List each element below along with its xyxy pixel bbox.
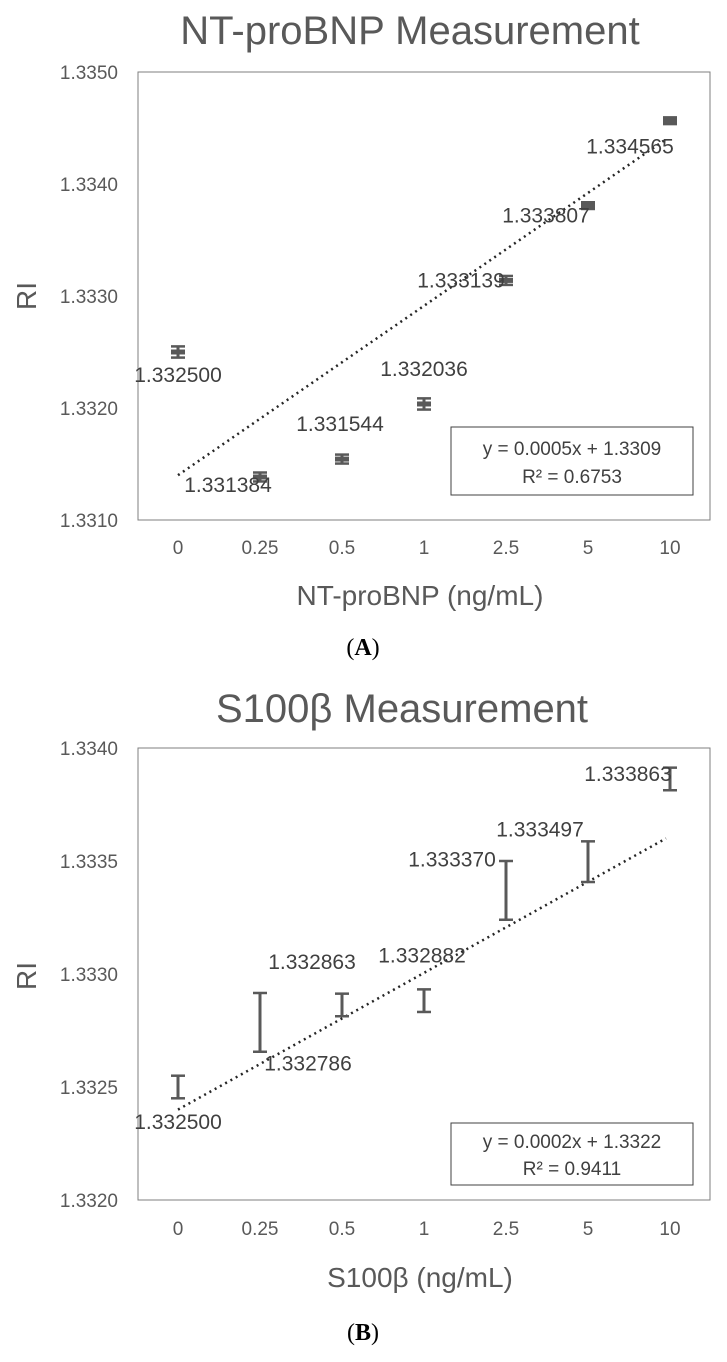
y-tick-label: 1.3340 [60,739,118,760]
y-tick-label: 1.3330 [60,965,118,986]
panel-label: (B) [347,1320,379,1346]
data-point [253,991,267,1053]
x-tick-label: 5 [583,1219,594,1240]
x-tick-label: 0.5 [329,1219,355,1240]
trendline-equation: y = 0.0002x + 1.3322 [483,1132,662,1153]
x-tick-labels: 0 0.25 0.5 1 2.5 5 10 [173,538,681,559]
data-point [171,1074,185,1100]
y-tick-label: 1.3350 [60,63,118,84]
y-axis-title: RI [11,962,42,990]
x-tick-label: 0 [173,538,184,559]
x-tick-label: 0.25 [242,1219,279,1240]
x-axis-title: S100β (ng/mL) [327,1262,513,1293]
x-tick-label: 2.5 [493,538,519,559]
y-tick-labels: 1.3310 1.3320 1.3330 1.3340 1.3350 [60,63,118,532]
panel-letter: A [354,635,372,661]
plot-area-frame [137,747,711,1201]
data-point [581,840,595,884]
data-label: 1.332863 [268,951,356,974]
trendline-r2: R² = 0.9411 [523,1159,621,1180]
x-tick-label: 2.5 [493,1219,519,1240]
data-point [581,201,595,211]
data-label: 1.331384 [184,474,272,497]
data-label: 1.333807 [502,205,590,228]
data-labels: 1.332500 1.332786 1.332863 1.332882 1.333370… [134,763,672,1134]
y-tick-label: 1.3330 [60,287,118,308]
y-tick-labels: 1.3320 1.3325 1.3330 1.3335 1.3340 [60,739,118,1212]
y-tick-label: 1.3320 [60,399,118,420]
data-point [171,345,185,359]
data-point [335,992,349,1018]
x-axis-title: NT-proBNP (ng/mL) [297,580,544,611]
x-tick-label: 10 [659,538,680,559]
data-point [417,397,431,411]
x-tick-label: 1 [419,538,430,559]
chart-s100b: S100β Measurement RI S100β (ng/mL) 1.332… [11,687,711,1346]
panel-letter: B [355,1320,371,1346]
y-tick-label: 1.3335 [60,852,118,873]
data-label: 1.332882 [378,945,466,968]
chart-nt-probnp: NT-proBNP Measurement RI NT-proBNP (ng/m… [11,9,711,661]
data-label: 1.331544 [296,413,384,436]
data-label: 1.332786 [264,1052,352,1075]
trendline-r2: R² = 0.6753 [522,467,622,488]
data-label: 1.332036 [380,358,468,381]
data-label: 1.333863 [584,763,672,786]
data-point [417,988,431,1014]
data-point [335,453,349,465]
data-label: 1.332500 [134,364,222,387]
chart-title: S100β Measurement [216,687,588,731]
x-tick-label: 10 [659,1219,680,1240]
trendline [177,138,667,477]
y-tick-label: 1.3325 [60,1078,118,1099]
data-point [663,116,677,126]
data-label: 1.332500 [134,1111,222,1134]
data-label: 1.333370 [408,848,496,871]
data-label: 1.333139 [417,269,505,292]
x-tick-labels: 0 0.25 0.5 1 2.5 5 10 [173,1219,681,1240]
y-tick-label: 1.3320 [60,1191,118,1212]
equation-box: y = 0.0002x + 1.3322 R² = 0.9411 [450,1122,694,1186]
panel-label: (A) [346,635,379,661]
trendline [177,837,667,1111]
x-tick-label: 0.25 [242,538,279,559]
equation-box: y = 0.0005x + 1.3309 R² = 0.6753 [450,426,694,496]
plot-area-frame [137,71,711,521]
y-axis-title: RI [11,282,42,310]
x-tick-label: 5 [583,538,594,559]
y-tick-label: 1.3340 [60,175,118,196]
x-tick-label: 1 [419,1219,430,1240]
x-tick-label: 0.5 [329,538,355,559]
x-tick-label: 0 [173,1219,184,1240]
data-label: 1.334565 [586,136,674,159]
data-point [499,274,513,287]
chart-title: NT-proBNP Measurement [180,9,639,53]
data-point [663,766,677,792]
y-tick-label: 1.3310 [60,511,118,532]
data-points [171,116,677,483]
trendline-equation: y = 0.0005x + 1.3309 [483,439,662,460]
data-point [253,471,267,483]
data-labels: 1.332500 1.331384 1.331544 1.332036 1.333139… [134,136,674,497]
data-point [499,859,513,922]
data-label: 1.333497 [496,819,584,842]
data-points [171,766,677,1100]
